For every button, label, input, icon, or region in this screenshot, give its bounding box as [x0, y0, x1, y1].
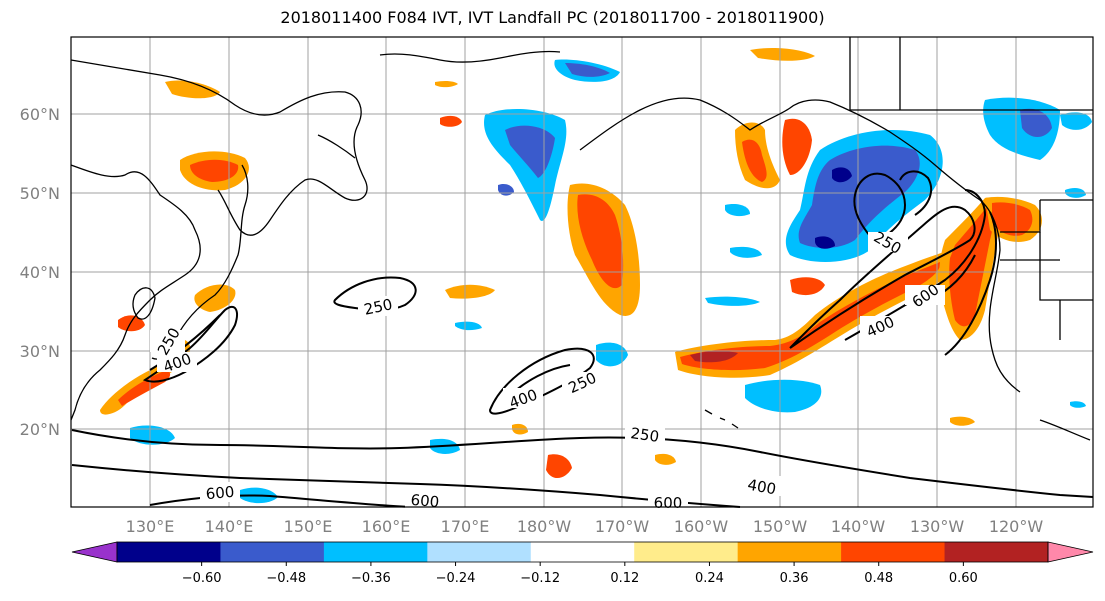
- colorbar-box: [427, 542, 532, 562]
- lat-label: 50°N: [20, 184, 60, 203]
- lon-label: 170°E: [441, 517, 490, 536]
- colorbar-box: [737, 542, 842, 562]
- colorbar-tick-label: 0.24: [695, 571, 724, 586]
- lon-label: 160°W: [674, 517, 729, 536]
- lon-label: 140°E: [205, 517, 254, 536]
- contour-label: 400: [746, 476, 777, 499]
- colorbar-tick-label: 0.12: [610, 571, 639, 586]
- contour-labels: 250 250 250 250 400 400 400 400 400 600 …: [153, 227, 943, 512]
- lat-label: 40°N: [20, 263, 60, 282]
- contour-label: 600: [205, 483, 235, 503]
- ivt-pc-fill-field: [100, 48, 1092, 504]
- colorbar-box: [944, 542, 1049, 562]
- lat-label: 60°N: [20, 105, 60, 124]
- colorbar-box: [841, 542, 946, 562]
- colorbar-tick-label: −0.12: [520, 571, 560, 586]
- colorbar-extend-low: [71, 541, 118, 563]
- latitude-labels: 60°N 50°N 40°N 30°N 20°N: [20, 105, 60, 439]
- colorbar: [71, 541, 1094, 563]
- lon-label: 180°W: [517, 517, 572, 536]
- colorbar-tick-label: 0.48: [864, 571, 893, 586]
- coastlines: [70, 37, 1093, 441]
- colorbar-box: [117, 542, 221, 562]
- lon-label: 150°W: [753, 517, 808, 536]
- colorbar-tick-labels: −0.60 −0.48 −0.36 −0.24 −0.12 0.12 0.24 0.36 0.4…: [182, 562, 978, 586]
- lon-label: 150°E: [284, 517, 333, 536]
- lon-label: 160°E: [362, 517, 411, 536]
- contour-label: 600: [654, 494, 683, 512]
- colorbar-extend-high: [1047, 541, 1094, 563]
- contour-label: 250: [362, 295, 394, 319]
- lon-label: 120°W: [989, 517, 1044, 536]
- contour-label: 600: [410, 491, 440, 511]
- colorbar-tick-label: 0.36: [780, 571, 809, 586]
- lon-label: 130°W: [910, 517, 965, 536]
- colorbar-tick-label: −0.36: [351, 571, 391, 586]
- contour-label: 250: [629, 424, 660, 446]
- colorbar-box: [323, 542, 428, 562]
- colorbar-box: [634, 542, 739, 562]
- colorbar-outline: [116, 541, 1049, 563]
- lat-label: 20°N: [20, 420, 60, 439]
- colorbar-box: [220, 542, 325, 562]
- colorbar-tick-label: −0.48: [266, 571, 306, 586]
- graticule: [71, 37, 1093, 507]
- colorbar-box: [530, 542, 635, 562]
- ivt-contours: [71, 170, 1094, 508]
- colorbar-tick-label: 0.60: [949, 571, 978, 586]
- colorbar-tick-label: −0.24: [436, 571, 476, 586]
- lat-label: 30°N: [20, 342, 60, 361]
- map-title: 2018011400 F084 IVT, IVT Landfall PC (20…: [280, 8, 825, 27]
- longitude-labels: 130°E 140°E 150°E 160°E 170°E 180°W 170°…: [126, 517, 1044, 536]
- lon-label: 130°E: [126, 517, 175, 536]
- map-frame: [70, 36, 1094, 508]
- lon-label: 140°W: [831, 517, 886, 536]
- colorbar-tick-label: −0.60: [182, 571, 222, 586]
- lon-label: 170°W: [595, 517, 650, 536]
